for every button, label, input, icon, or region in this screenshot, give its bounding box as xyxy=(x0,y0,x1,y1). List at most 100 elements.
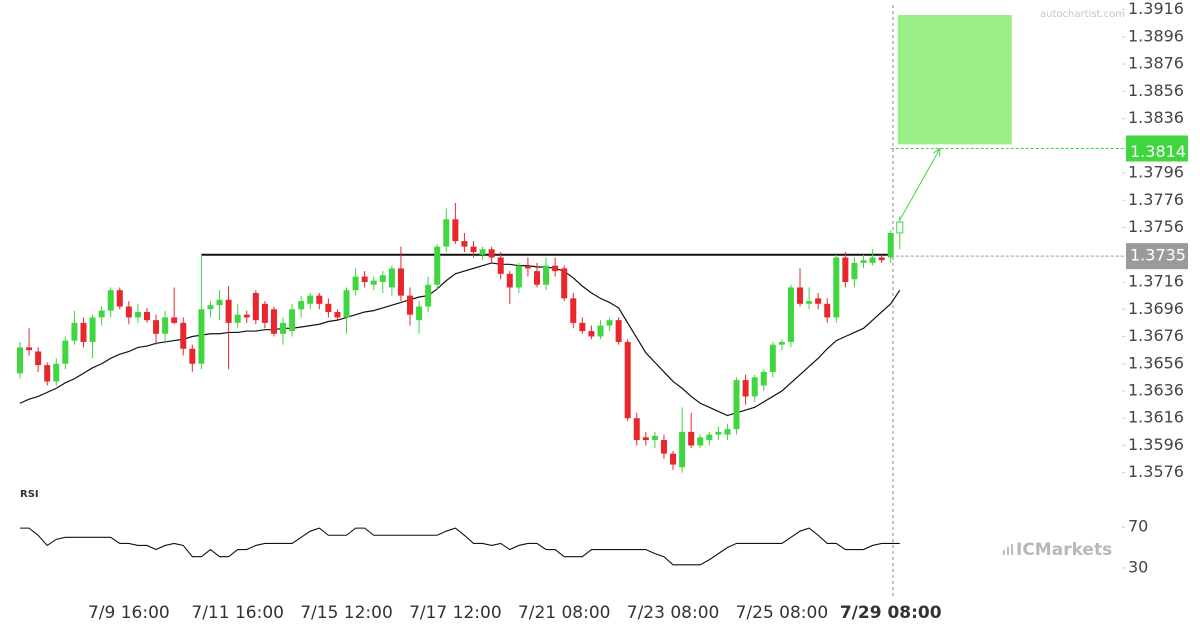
y-tick-label: 1.3696 xyxy=(1128,299,1184,318)
candle-body xyxy=(26,347,33,351)
candle-body xyxy=(896,221,904,234)
y-tick-label: 1.3596 xyxy=(1128,435,1184,454)
forecast-arrow xyxy=(899,148,941,221)
candle-body xyxy=(651,435,658,441)
candle-body xyxy=(116,290,123,307)
candle-body xyxy=(697,437,704,446)
x-tick-label: 7/21 08:00 xyxy=(518,603,611,623)
candle-body xyxy=(751,377,758,397)
candle-body xyxy=(71,322,78,341)
candle-body xyxy=(252,292,259,321)
x-tick-label: 7/9 16:00 xyxy=(88,603,170,623)
candle-body xyxy=(778,341,785,345)
candle-body xyxy=(180,322,187,349)
x-tick-label: 7/29 08:00 xyxy=(840,603,942,623)
x-tick-label: 7/15 12:00 xyxy=(300,603,393,623)
candle-body xyxy=(80,322,87,342)
candle-body xyxy=(561,268,568,299)
logo-icon xyxy=(1003,544,1013,555)
candle-body xyxy=(234,314,241,323)
candle-body xyxy=(352,276,359,291)
candle-body xyxy=(189,348,196,364)
candle-body xyxy=(679,431,686,468)
candle-body xyxy=(797,287,804,304)
x-tick-label: 7/11 16:00 xyxy=(191,603,284,623)
moving-average xyxy=(19,262,901,417)
candle-body xyxy=(660,440,667,454)
candle-body xyxy=(397,268,404,296)
candle-body xyxy=(524,265,531,269)
candle-body xyxy=(35,351,42,366)
rsi-tick-label: 30 xyxy=(1128,557,1148,576)
candle-body xyxy=(887,232,894,258)
candle-body xyxy=(334,311,341,318)
candle-body xyxy=(325,303,332,312)
candle-body xyxy=(62,340,69,364)
candle-body xyxy=(107,290,114,311)
candle-body xyxy=(815,298,822,304)
y-tick-label: 1.3676 xyxy=(1128,326,1184,345)
candle-body xyxy=(125,306,132,318)
candle-body xyxy=(98,310,105,318)
target-zone xyxy=(897,14,1012,145)
candle-body xyxy=(615,320,622,342)
watermark: autochartist.com xyxy=(1040,9,1125,20)
candle-body xyxy=(597,325,604,337)
candle-body xyxy=(633,418,640,441)
forecast-arrow-head xyxy=(933,147,941,157)
candle-body xyxy=(143,311,150,321)
candle-body xyxy=(769,344,776,372)
y-tick-label: 1.3576 xyxy=(1128,462,1184,481)
candle-body xyxy=(153,320,160,334)
candle-body xyxy=(724,429,731,435)
rsi-tick-label: 70 xyxy=(1128,517,1148,536)
candle-body xyxy=(270,309,277,334)
y-tick-label: 1.3756 xyxy=(1128,217,1184,236)
candle-body xyxy=(742,380,749,397)
candle-body xyxy=(515,265,522,288)
candle-body xyxy=(488,249,495,258)
y-tick-label: 1.3776 xyxy=(1128,190,1184,209)
candle-body xyxy=(316,295,323,304)
candle-body xyxy=(361,276,368,283)
candle-body xyxy=(461,241,468,247)
candle-body xyxy=(53,363,60,382)
rsi-title: RSI xyxy=(20,489,39,500)
candle-body xyxy=(379,275,386,283)
y-tick-label: 1.3856 xyxy=(1128,81,1184,100)
candle-body xyxy=(434,246,441,285)
candle-body xyxy=(479,249,486,255)
candle-body xyxy=(307,295,314,304)
candle-body xyxy=(452,219,459,242)
candle-body xyxy=(833,257,840,318)
candle-body xyxy=(733,380,740,430)
candle-body xyxy=(715,431,722,435)
y-tick-label: 1.3836 xyxy=(1128,108,1184,127)
current-price-box xyxy=(1126,243,1188,270)
y-tick-label: 1.3876 xyxy=(1128,54,1184,73)
candle-body xyxy=(624,341,631,419)
candle-body xyxy=(225,299,232,323)
candle-body xyxy=(606,320,613,326)
candle-body xyxy=(878,257,885,261)
candle-body xyxy=(44,365,51,382)
candle-body xyxy=(370,280,377,285)
y-tick-label: 1.3636 xyxy=(1128,380,1184,399)
candle-body xyxy=(869,257,876,263)
candle-body xyxy=(642,437,649,441)
candle-body xyxy=(860,260,867,263)
candle-body xyxy=(588,331,595,337)
candle-body xyxy=(425,284,432,307)
x-tick-label: 7/17 12:00 xyxy=(409,603,502,623)
candle-body xyxy=(688,431,695,446)
candle-body xyxy=(570,298,577,323)
candle-body xyxy=(470,246,477,253)
y-tick-label: 1.3656 xyxy=(1128,353,1184,372)
candle-body xyxy=(543,265,550,285)
candle-body xyxy=(824,303,831,318)
candle-body xyxy=(787,287,794,342)
candle-body xyxy=(343,290,350,318)
candle-body xyxy=(162,317,169,334)
candle-body xyxy=(760,371,767,386)
